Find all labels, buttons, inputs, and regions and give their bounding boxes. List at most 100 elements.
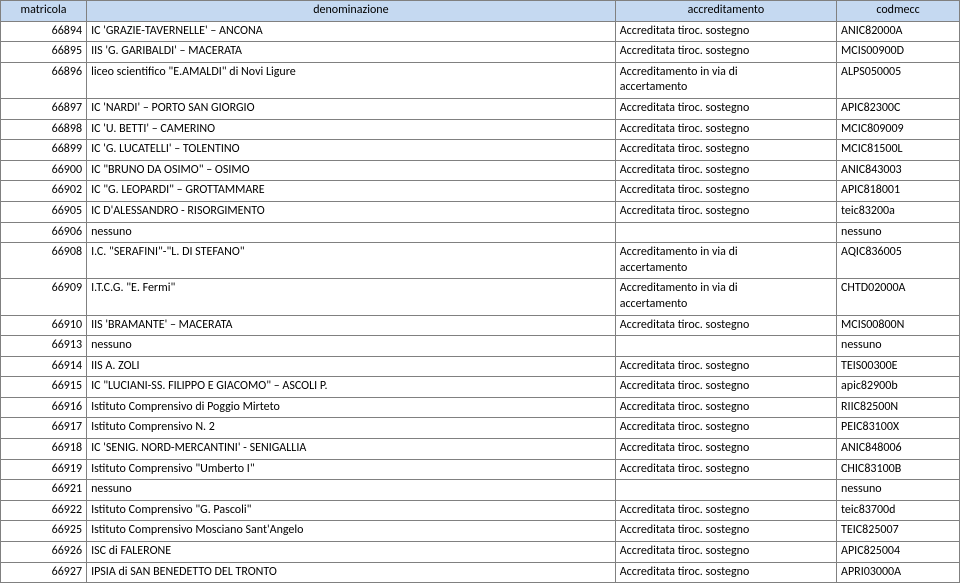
table-row: 66926ISC di FALERONEAccreditata tiroc. s… <box>1 542 960 563</box>
cell-matricola: 66908 <box>1 243 87 279</box>
cell-matricola: 66917 <box>1 418 87 439</box>
table-row: 66919Istituto Comprensivo "Umberto I"Acc… <box>1 459 960 480</box>
cell-accreditamento: Accreditata tiroc. sostegno <box>615 542 836 563</box>
cell-accreditamento: Accreditamento in via diaccertamento <box>615 243 836 279</box>
cell-denominazione: I.C. "SERAFINI"-"L. DI STEFANO" <box>87 243 616 279</box>
cell-accreditamento: Accreditamento in via diaccertamento <box>615 62 836 98</box>
cell-matricola: 66902 <box>1 181 87 202</box>
table-row: 66917Istituto Comprensivo N. 2Accreditat… <box>1 418 960 439</box>
cell-matricola: 66927 <box>1 562 87 583</box>
cell-codmecc: MCIC809009 <box>837 119 960 140</box>
cell-denominazione: Istituto Comprensivo "G. Pascoli" <box>87 500 616 521</box>
cell-denominazione: ISC di FALERONE <box>87 542 616 563</box>
header-codmecc: codmecc <box>837 1 960 22</box>
cell-codmecc: APIC825004 <box>837 542 960 563</box>
cell-matricola: 66913 <box>1 336 87 357</box>
cell-denominazione: IC 'U. BETTI' – CAMERINO <box>87 119 616 140</box>
cell-accreditamento <box>615 480 836 501</box>
cell-codmecc: ALPS050005 <box>837 62 960 98</box>
table-row: 66909I.T.C.G. "E. Fermi"Accreditamento i… <box>1 279 960 315</box>
cell-denominazione: Istituto Comprensivo N. 2 <box>87 418 616 439</box>
cell-accreditamento <box>615 336 836 357</box>
header-accreditamento: accreditamento <box>615 1 836 22</box>
table-row: 66927IPSIA di SAN BENEDETTO DEL TRONTOAc… <box>1 562 960 583</box>
cell-denominazione: Istituto Comprensivo "Umberto I" <box>87 459 616 480</box>
cell-matricola: 66896 <box>1 62 87 98</box>
cell-matricola: 66909 <box>1 279 87 315</box>
table-row: 66910IIS 'BRAMANTE' – MACERATAAccreditat… <box>1 315 960 336</box>
cell-matricola: 66900 <box>1 160 87 181</box>
cell-codmecc: ANIC82000A <box>837 21 960 42</box>
cell-accreditamento: Accreditata tiroc. sostegno <box>615 21 836 42</box>
cell-matricola: 66898 <box>1 119 87 140</box>
header-matricola: matricola <box>1 1 87 22</box>
cell-denominazione: liceo scientifico "E.AMALDI" di Novi Lig… <box>87 62 616 98</box>
table-row: 66905IC D'ALESSANDRO - RISORGIMENTOAccre… <box>1 201 960 222</box>
cell-accreditamento: Accreditata tiroc. sostegno <box>615 119 836 140</box>
table-row: 66900IC "BRUNO DA OSIMO" – OSIMOAccredit… <box>1 160 960 181</box>
table-row: 66898IC 'U. BETTI' – CAMERINOAccreditata… <box>1 119 960 140</box>
cell-matricola: 66894 <box>1 21 87 42</box>
cell-accreditamento <box>615 222 836 243</box>
table-row: 66922Istituto Comprensivo "G. Pascoli"Ac… <box>1 500 960 521</box>
cell-accreditamento: Accreditata tiroc. sostegno <box>615 377 836 398</box>
cell-denominazione: IPSIA di SAN BENEDETTO DEL TRONTO <box>87 562 616 583</box>
cell-matricola: 66899 <box>1 140 87 161</box>
cell-codmecc: PEIC83100X <box>837 418 960 439</box>
cell-matricola: 66922 <box>1 500 87 521</box>
cell-codmecc: APIC82300C <box>837 98 960 119</box>
cell-accreditamento: Accreditata tiroc. sostegno <box>615 439 836 460</box>
cell-accreditamento: Accreditata tiroc. sostegno <box>615 500 836 521</box>
cell-denominazione: I.T.C.G. "E. Fermi" <box>87 279 616 315</box>
table-header: matricola denominazione accreditamento c… <box>1 1 960 22</box>
cell-matricola: 66916 <box>1 397 87 418</box>
table-row: 66918IC 'SENIG. NORD-MERCANTINI' - SENIG… <box>1 439 960 460</box>
cell-matricola: 66914 <box>1 356 87 377</box>
cell-codmecc: MCIC81500L <box>837 140 960 161</box>
cell-codmecc: teic83700d <box>837 500 960 521</box>
cell-codmecc: TEIS00300E <box>837 356 960 377</box>
cell-denominazione: IIS 'BRAMANTE' – MACERATA <box>87 315 616 336</box>
table-row: 66914IIS A. ZOLIAccreditata tiroc. soste… <box>1 356 960 377</box>
cell-accreditamento: Accreditamento in via diaccertamento <box>615 279 836 315</box>
cell-denominazione: IC 'NARDI' – PORTO SAN GIORGIO <box>87 98 616 119</box>
cell-denominazione: IC D'ALESSANDRO - RISORGIMENTO <box>87 201 616 222</box>
data-table: matricola denominazione accreditamento c… <box>0 0 960 583</box>
cell-accreditamento: Accreditata tiroc. sostegno <box>615 521 836 542</box>
cell-codmecc: ANIC843003 <box>837 160 960 181</box>
cell-codmecc: TEIC825007 <box>837 521 960 542</box>
cell-codmecc: APIC818001 <box>837 181 960 202</box>
cell-denominazione: IC "BRUNO DA OSIMO" – OSIMO <box>87 160 616 181</box>
table-row: 66899IC 'G. LUCATELLI' – TOLENTINOAccred… <box>1 140 960 161</box>
table-row: 66916Istituto Comprensivo di Poggio Mirt… <box>1 397 960 418</box>
table-row: 66906nessunonessuno <box>1 222 960 243</box>
cell-codmecc: nessuno <box>837 222 960 243</box>
cell-accreditamento: Accreditata tiroc. sostegno <box>615 98 836 119</box>
cell-matricola: 66918 <box>1 439 87 460</box>
header-row: matricola denominazione accreditamento c… <box>1 1 960 22</box>
cell-codmecc: teic83200a <box>837 201 960 222</box>
cell-matricola: 66910 <box>1 315 87 336</box>
table-row: 66915IC "LUCIANI-SS. FILIPPO E GIACOMO" … <box>1 377 960 398</box>
cell-codmecc: nessuno <box>837 480 960 501</box>
cell-denominazione: IC 'G. LUCATELLI' – TOLENTINO <box>87 140 616 161</box>
cell-codmecc: APRI03000A <box>837 562 960 583</box>
cell-matricola: 66925 <box>1 521 87 542</box>
table-row: 66895IIS 'G. GARIBALDI' – MACERATAAccred… <box>1 42 960 63</box>
cell-matricola: 66919 <box>1 459 87 480</box>
cell-codmecc: RIIC82500N <box>837 397 960 418</box>
cell-denominazione: Istituto Comprensivo di Poggio Mirteto <box>87 397 616 418</box>
cell-matricola: 66915 <box>1 377 87 398</box>
table-row: 66894IC 'GRAZIE-TAVERNELLE' – ANCONAAccr… <box>1 21 960 42</box>
cell-matricola: 66926 <box>1 542 87 563</box>
cell-accreditamento: Accreditata tiroc. sostegno <box>615 140 836 161</box>
cell-codmecc: AQIC836005 <box>837 243 960 279</box>
cell-denominazione: IC "G. LEOPARDI" – GROTTAMMARE <box>87 181 616 202</box>
cell-accreditamento: Accreditata tiroc. sostegno <box>615 181 836 202</box>
table-row: 66896liceo scientifico "E.AMALDI" di Nov… <box>1 62 960 98</box>
table-row: 66921nessunonessuno <box>1 480 960 501</box>
cell-denominazione: Istituto Comprensivo Mosciano Sant'Angel… <box>87 521 616 542</box>
table-row: 66925Istituto Comprensivo Mosciano Sant'… <box>1 521 960 542</box>
cell-codmecc: ANIC848006 <box>837 439 960 460</box>
table-row: 66902IC "G. LEOPARDI" – GROTTAMMAREAccre… <box>1 181 960 202</box>
